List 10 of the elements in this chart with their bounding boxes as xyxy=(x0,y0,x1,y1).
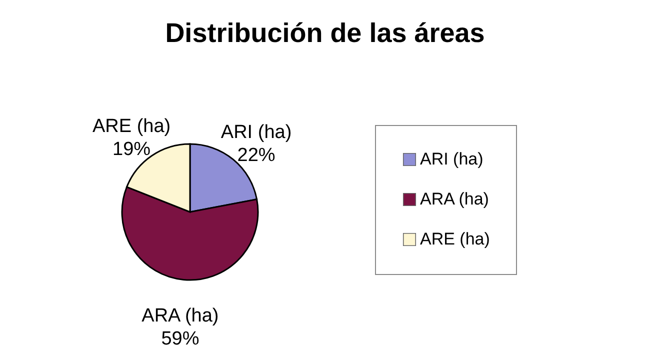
slice-label: ARE (ha) xyxy=(92,116,171,137)
data-label: 59% xyxy=(161,328,200,350)
legend-label: ARE (ha) xyxy=(420,230,490,248)
chart-title: Distribución de las áreas xyxy=(165,18,485,48)
slice-label: ARA (ha) xyxy=(142,306,219,327)
legend-label: ARI (ha) xyxy=(420,150,484,168)
slice-label: ARI (ha) xyxy=(220,122,292,143)
data-label: 19% xyxy=(112,138,151,160)
data-label: 22% xyxy=(237,144,276,166)
legend-label: ARA (ha) xyxy=(420,190,489,208)
